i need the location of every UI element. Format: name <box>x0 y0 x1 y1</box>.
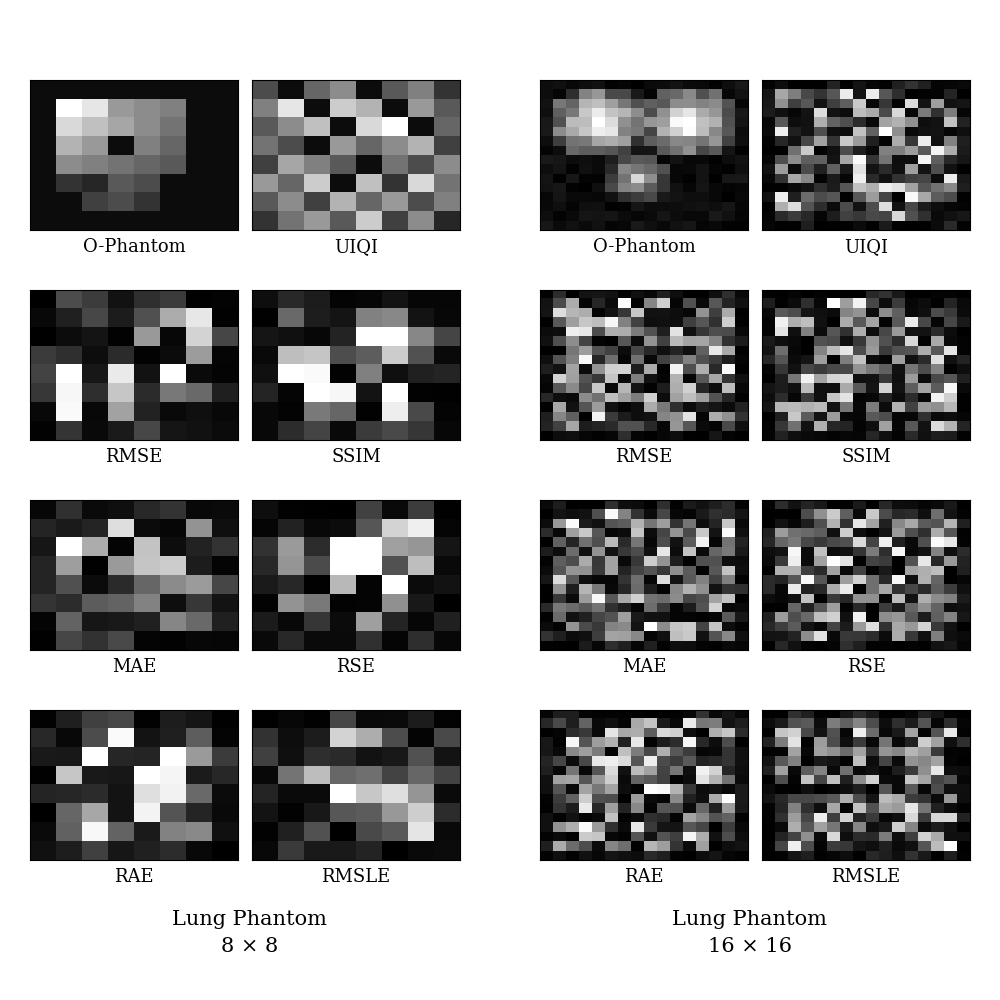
X-axis label: MAE: MAE <box>622 658 666 676</box>
X-axis label: O-Phantom: O-Phantom <box>83 238 185 256</box>
X-axis label: RMSE: RMSE <box>615 448 673 466</box>
X-axis label: RSE: RSE <box>847 658 886 676</box>
X-axis label: RAE: RAE <box>624 868 664 886</box>
Text: Lung Phantom
16 × 16: Lung Phantom 16 × 16 <box>672 910 828 956</box>
Text: Lung Phantom
8 × 8: Lung Phantom 8 × 8 <box>173 910 328 956</box>
X-axis label: UIQI: UIQI <box>844 238 888 256</box>
X-axis label: RSE: RSE <box>336 658 375 676</box>
X-axis label: O-Phantom: O-Phantom <box>593 238 695 256</box>
X-axis label: SSIM: SSIM <box>841 448 891 466</box>
X-axis label: UIQI: UIQI <box>334 238 378 256</box>
X-axis label: RMSLE: RMSLE <box>321 868 391 886</box>
X-axis label: RMSE: RMSE <box>105 448 163 466</box>
X-axis label: RMSLE: RMSLE <box>831 868 901 886</box>
X-axis label: RAE: RAE <box>114 868 154 886</box>
X-axis label: SSIM: SSIM <box>331 448 381 466</box>
X-axis label: MAE: MAE <box>112 658 156 676</box>
